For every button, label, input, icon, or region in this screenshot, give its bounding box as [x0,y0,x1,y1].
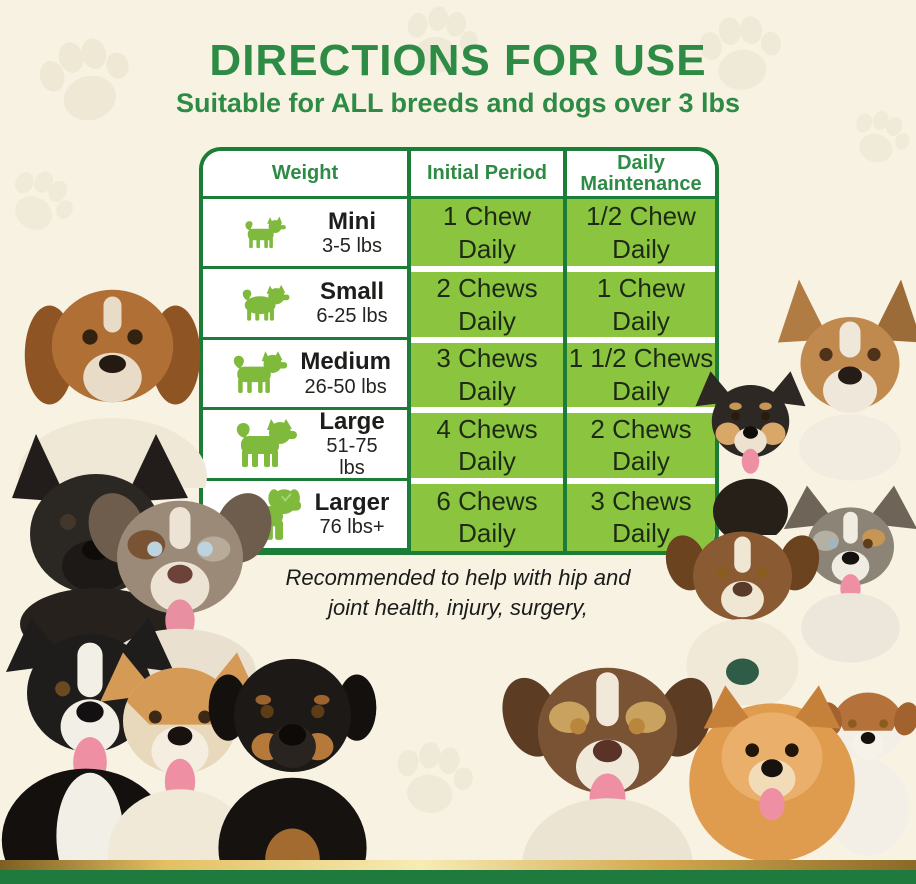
table-cell: 1 Chew Daily [407,199,563,270]
table-cell: 1 Chew Daily [563,269,715,340]
weight-size-label: Large [319,407,385,435]
weight-range-label: 51-75 lbs [326,435,378,480]
brown-aussie-dog-image [665,531,820,705]
recommendation-note: Recommended to help with hip and joint h… [285,565,631,620]
table-cell: 1 1/2 Chews Daily [563,339,715,411]
paw-print-icon [699,16,782,90]
paw-print-icon [856,110,910,163]
table-cell: 6 Chews Daily [407,480,563,551]
weight-size-label: Larger [314,489,390,517]
page-subtitle: Suitable for ALL breeds and dogs over 3 … [175,88,741,118]
initial-period-value: 4 Chews Daily [411,413,563,478]
daily-maintenance-value: 1/2 Chew Daily [567,199,715,267]
weight-range-label: 76 lbs+ [319,516,385,539]
paw-print-icon [397,742,473,814]
dog-icon-medium [217,350,300,396]
table-row-weight-larger: Larger 76 lbs+ [203,480,407,551]
dog-icon-mini [217,215,313,251]
gold-divider-bar [0,860,916,870]
weight-range-label: 26-50 lbs [304,375,387,398]
table-cell: 2 Chews Daily [407,269,563,340]
shiba-dog-image [695,371,806,535]
pomeranian-dog-image [689,685,855,862]
table-cell: 3 Chews Daily [407,339,563,411]
table-cell: 3 Chews Daily [563,480,715,551]
page-title: DIRECTIONS FOR USE [209,36,707,85]
weight-size-label: Mini [328,207,376,235]
column-header-initial-period: Initial Period [407,151,563,199]
table-cell: 4 Chews Daily [407,410,563,481]
daily-maintenance-value: 3 Chews Daily [567,483,715,551]
weight-range-label: 6-25 lbs [316,305,388,328]
weight-size-label: Small [319,277,385,305]
table-cell: 1/2 Chew Daily [563,199,715,270]
column-header-weight: Weight [203,151,407,199]
daily-maintenance-value: 1 1/2 Chews Daily [567,342,715,408]
rottweiler-dog-image [208,658,377,883]
paw-print-icon [14,171,73,230]
initial-period-value: 6 Chews Daily [411,483,563,551]
merle-aussie-dog-image [88,493,272,685]
initial-period-value: 2 Chews Daily [411,272,563,337]
dog-icon-small [217,283,313,324]
column-header-daily-maintenance: Daily Maintenance [563,151,715,199]
footer-green-bar [0,870,916,884]
initial-period-value: 3 Chews Daily [411,342,563,408]
weight-range-label: 3-5 lbs [321,234,383,257]
dosage-table: Weight Initial Period Daily Maintenance … [199,147,719,555]
paw-print-icon [39,38,129,121]
paw-print-icon [407,6,478,73]
initial-period-value: 1 Chew Daily [411,199,563,267]
table-row-weight-small: Small 6-25 lbs [203,269,407,340]
daily-maintenance-value: 1 Chew Daily [567,272,715,337]
table-row-weight-large: Large 51-75 lbs [203,407,407,481]
table-cell: 2 Chews Daily [563,410,715,481]
fawn-french-bulldog-image [778,279,916,481]
table-row-weight-medium: Medium 26-50 lbs [203,339,407,411]
dog-icon-large [217,418,313,469]
weight-size-label: Medium [300,348,391,376]
blue-merle-corgi-dog-image [783,485,916,663]
spaniel-dog-image [18,289,207,488]
daily-maintenance-value: 2 Chews Daily [567,413,715,478]
table-row-weight-mini: Mini 3-5 lbs [203,199,407,270]
